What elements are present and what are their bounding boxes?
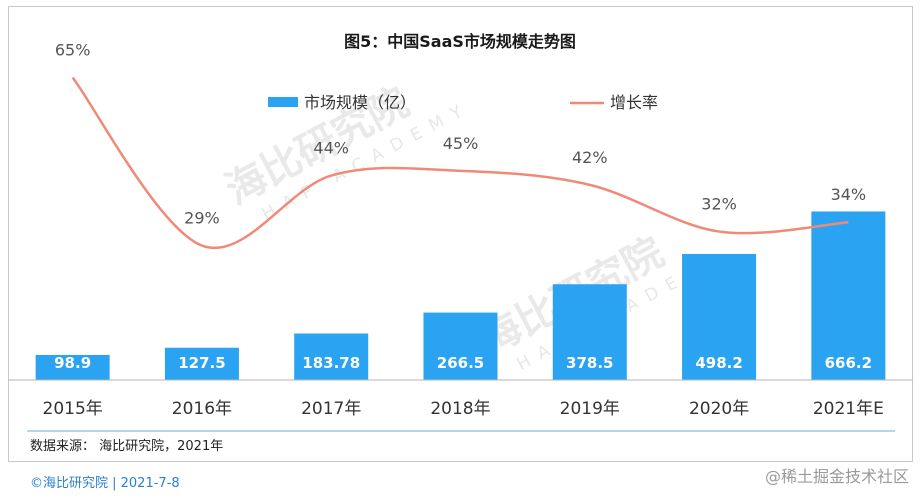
bar-value-label: 183.78: [302, 354, 360, 372]
x-tick-label: 2019年: [560, 399, 620, 419]
rate-value-label: 34%: [831, 185, 867, 204]
legend: 市场规模（亿） 增长率: [268, 93, 658, 112]
bar-value-label: 266.5: [437, 354, 484, 372]
bar-value-label: 378.5: [566, 354, 613, 372]
bar-2017年: [294, 333, 369, 380]
bar-2018年: [423, 312, 498, 380]
bar-2019年: [552, 284, 627, 380]
legend-line-label: 增长率: [610, 93, 658, 112]
rate-value-label: 45%: [443, 134, 479, 153]
x-tick-label: 2021年E: [813, 399, 884, 419]
bar-2015年: [35, 354, 110, 380]
x-tick-label: 2016年: [172, 399, 232, 419]
bar-value-label: 498.2: [695, 354, 742, 372]
footer-site-credit: @稀土掘金技术社区: [764, 467, 909, 486]
rate-value-label: 42%: [572, 148, 608, 167]
x-tick-label: 2020年: [689, 399, 749, 419]
bar-2016年: [164, 347, 239, 380]
bar-value-label: 98.9: [54, 354, 91, 372]
bar-value-label: 127.5: [178, 354, 225, 372]
bar-2020年: [682, 253, 757, 380]
x-tick-label: 2017年: [301, 399, 361, 419]
rate-value-label: 44%: [313, 139, 349, 158]
rate-value-label: 32%: [701, 195, 737, 214]
rate-value-label: 65%: [55, 40, 91, 59]
source-note: 数据来源： 海比研究院，2021年: [30, 439, 223, 454]
plot-area: 98.9 2015年 65% 127.5 2016年 29% 183.78 2017年 44% 2…: [35, 40, 886, 419]
x-tick-label: 2018年: [430, 399, 490, 419]
rate-value-label: 29%: [184, 209, 220, 228]
legend-bar-label: 市场规模（亿）: [304, 93, 416, 112]
chart-frame: [8, 6, 913, 462]
chart-title: 图5：中国SaaS市场规模走势图: [344, 32, 576, 51]
legend-bar-swatch: [268, 97, 298, 107]
bar-value-label: 666.2: [825, 354, 872, 372]
bar-2021年E: [811, 211, 886, 380]
growth-rate-line: [71, 76, 849, 249]
x-tick-label: 2015年: [43, 399, 103, 419]
footer-copyright: ©海比研究院 | 2021-7-8: [30, 476, 180, 491]
